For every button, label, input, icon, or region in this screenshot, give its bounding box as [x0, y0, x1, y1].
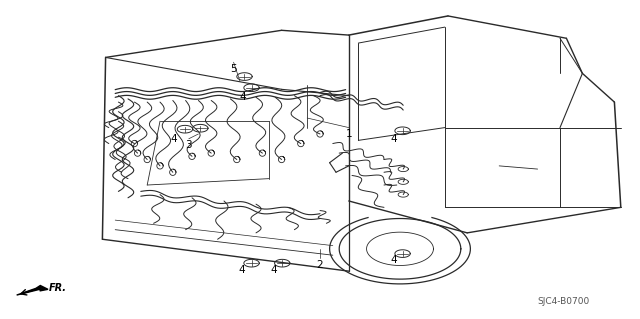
- Text: 2: 2: [317, 260, 323, 270]
- Text: 4: 4: [390, 255, 397, 265]
- Text: 5: 5: [230, 63, 237, 74]
- Text: FR.: FR.: [49, 283, 67, 293]
- Polygon shape: [17, 286, 48, 295]
- Text: SJC4-B0700: SJC4-B0700: [537, 297, 589, 306]
- Text: 4: 4: [240, 92, 246, 102]
- Text: 1: 1: [346, 129, 352, 139]
- Text: 4: 4: [239, 264, 245, 275]
- Text: 4: 4: [270, 264, 276, 275]
- Text: 3: 3: [186, 140, 192, 150]
- Text: 4: 4: [171, 134, 177, 144]
- Text: 4: 4: [390, 134, 397, 144]
